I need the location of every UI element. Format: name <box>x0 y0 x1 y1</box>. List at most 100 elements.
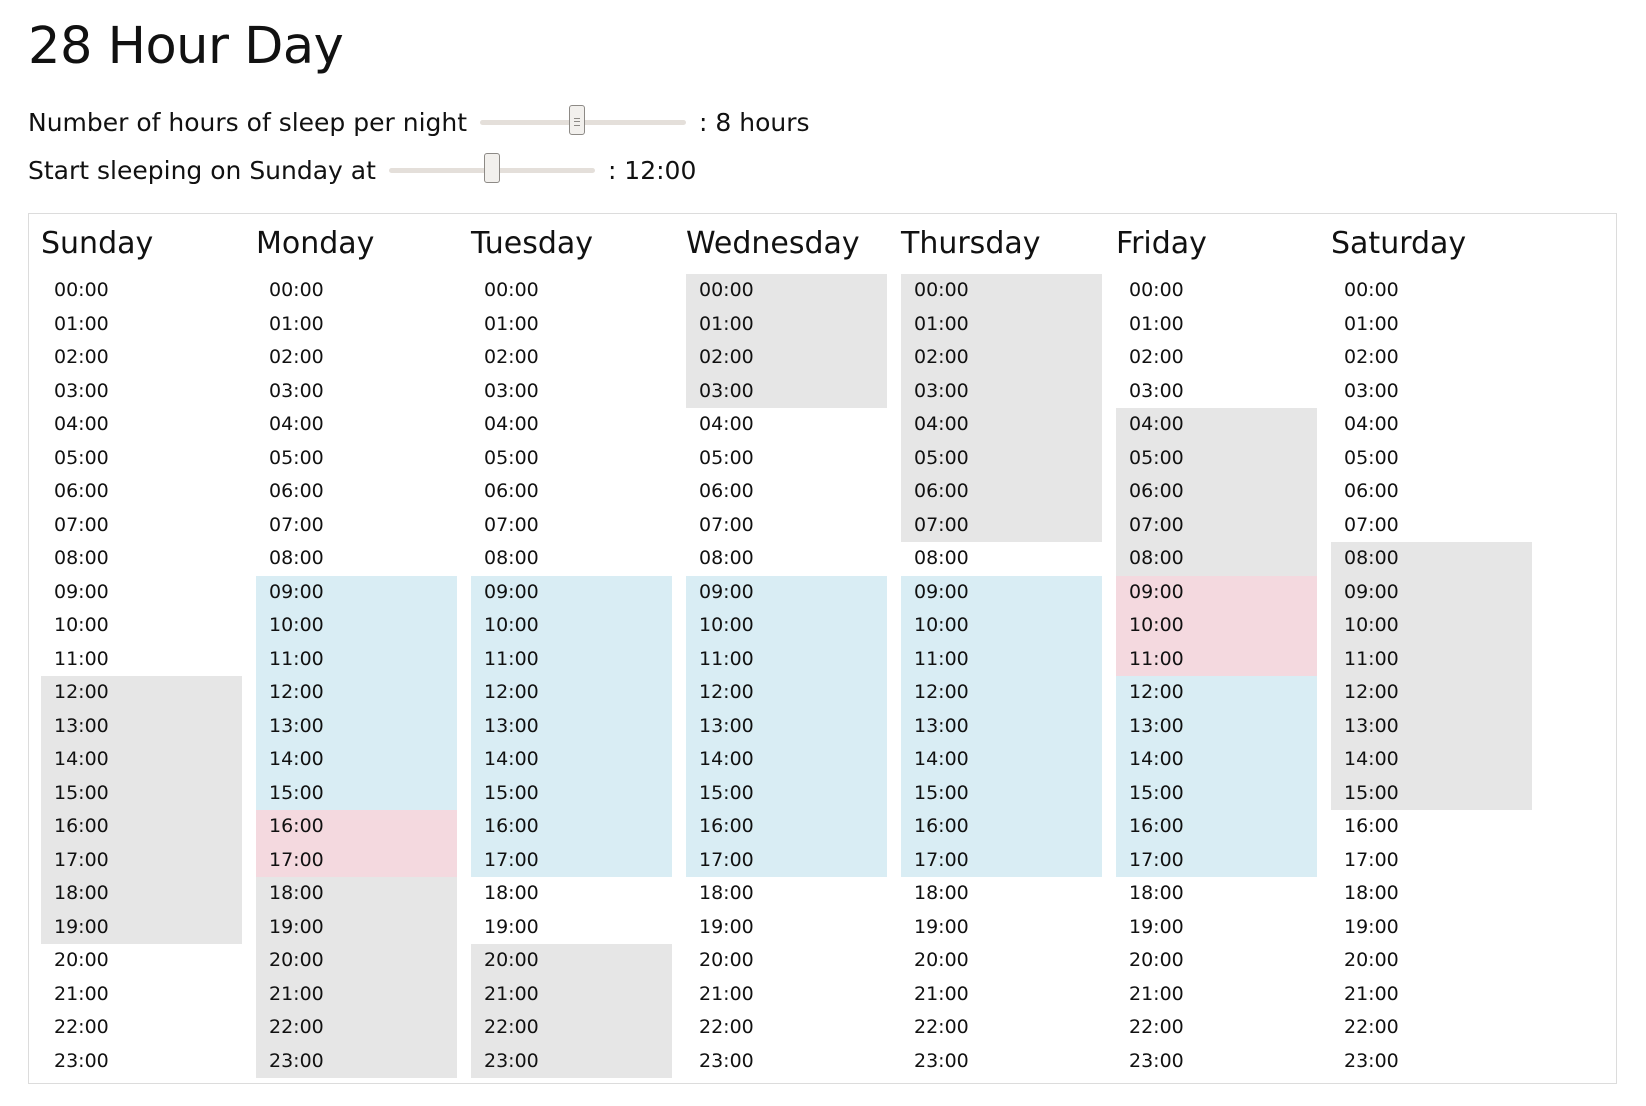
hour-slot: 00:00 <box>484 279 539 301</box>
hour-slot: 14:00 <box>901 743 1102 777</box>
hour-slot: 09:00 <box>1116 575 1317 609</box>
hour-slot: 20:00 <box>471 944 672 978</box>
start-time-slider[interactable] <box>388 152 595 188</box>
hour-slot: 01:00 <box>269 312 324 335</box>
hour-slot: 15:00 <box>1331 776 1532 810</box>
hour-list: 00:00 01:00 02:00 03:00 04:00 05:00 06:00 07:00… <box>256 274 457 1078</box>
hour-slot: 05:00 <box>901 441 1102 475</box>
hour-slot: 22:00 <box>699 1016 754 1038</box>
hour-slot: 09:00 <box>686 575 887 609</box>
hour-slot: 11:00 <box>901 642 1102 676</box>
hour-slot: 03:00 <box>686 374 887 408</box>
hour-slot: 19:00 <box>41 910 242 944</box>
hour-slot: 13:00 <box>901 709 1102 743</box>
hour-slot: 07:00 <box>901 508 1102 542</box>
hour-slot: 17:00 <box>1116 843 1317 877</box>
hour-slot: 10:00 <box>54 614 109 636</box>
hour-slot: 00:00 <box>269 279 324 301</box>
hour-slot: 11:00 <box>686 642 887 676</box>
hour-slot: 02:00 <box>269 346 324 368</box>
hour-slot: 05:00 <box>1116 441 1317 475</box>
hour-slot: 21:00 <box>471 977 672 1011</box>
hour-slot: 23:00 <box>256 1044 457 1078</box>
start-time-control: Start sleeping on Sunday at : 12:00 <box>28 152 696 188</box>
hour-slot: 01:00 <box>54 312 109 335</box>
hour-slot: 04:00 <box>484 413 539 435</box>
hour-slot: 06:00 <box>1116 475 1317 509</box>
hour-slot: 14:00 <box>471 743 672 777</box>
hour-slot: 00:00 <box>1129 279 1184 301</box>
hour-slot: 19:00 <box>256 910 457 944</box>
week-calendar: Sunday 00:00 01:00 02:00 03:00 04:00 05:00 06:0… <box>28 213 1617 1084</box>
hour-slot: 21:00 <box>54 982 109 1005</box>
hour-slot: 19:00 <box>699 915 754 938</box>
hour-slot: 22:00 <box>1344 1016 1399 1038</box>
hour-slot: 01:00 <box>484 312 539 335</box>
hour-slot: 17:00 <box>41 843 242 877</box>
hour-slot: 04:00 <box>1344 413 1399 435</box>
hour-slot: 13:00 <box>686 709 887 743</box>
hour-slot: 02:00 <box>686 341 887 375</box>
hour-slot: 10:00 <box>1116 609 1317 643</box>
hour-slot: 03:00 <box>1129 379 1184 402</box>
hour-slot: 13:00 <box>256 709 457 743</box>
hour-slot: 12:00 <box>471 676 672 710</box>
hour-slot: 20:00 <box>914 949 969 971</box>
hour-slot: 05:00 <box>484 446 539 469</box>
hour-slot: 16:00 <box>1344 815 1399 837</box>
hour-slot: 11:00 <box>471 642 672 676</box>
hour-slot: 11:00 <box>256 642 457 676</box>
hour-slot: 06:00 <box>269 480 324 502</box>
hour-slot: 03:00 <box>1344 379 1399 402</box>
hour-slot: 16:00 <box>471 810 672 844</box>
hour-slot: 16:00 <box>41 810 242 844</box>
hour-list: 00:00 01:00 02:00 03:00 04:00 05:00 06:00 07:00… <box>901 274 1102 1078</box>
hour-slot: 07:00 <box>269 513 324 536</box>
slider-thumb[interactable] <box>483 153 500 183</box>
hour-slot: 16:00 <box>686 810 887 844</box>
hour-slot: 15:00 <box>1116 776 1317 810</box>
hour-slot: 00:00 <box>1344 279 1399 301</box>
hour-slot: 07:00 <box>1116 508 1317 542</box>
hour-slot: 01:00 <box>1344 312 1399 335</box>
hour-slot: 06:00 <box>901 475 1102 509</box>
hour-slot: 04:00 <box>54 413 109 435</box>
hour-slot: 22:00 <box>256 1011 457 1045</box>
sleep-hours-control: Number of hours of sleep per night : 8 h… <box>28 104 810 140</box>
hour-slot: 05:00 <box>269 446 324 469</box>
hour-slot: 01:00 <box>901 307 1102 341</box>
hour-slot: 18:00 <box>699 882 754 904</box>
hour-slot: 11:00 <box>54 647 109 670</box>
hour-slot: 20:00 <box>1129 949 1184 971</box>
hour-slot: 01:00 <box>686 307 887 341</box>
hour-slot: 21:00 <box>1344 982 1399 1005</box>
hour-slot: 13:00 <box>1116 709 1317 743</box>
day-name: Sunday <box>41 226 154 261</box>
hour-slot: 14:00 <box>1331 743 1532 777</box>
hour-slot: 20:00 <box>256 944 457 978</box>
hour-slot: 19:00 <box>914 915 969 938</box>
hour-slot: 17:00 <box>686 843 887 877</box>
hour-slot: 02:00 <box>1344 346 1399 368</box>
hour-slot: 17:00 <box>471 843 672 877</box>
hour-slot: 13:00 <box>1331 709 1532 743</box>
sleep-hours-slider[interactable] <box>480 104 687 140</box>
hour-slot: 13:00 <box>41 709 242 743</box>
slider-thumb[interactable] <box>568 105 585 135</box>
hour-slot: 02:00 <box>1129 346 1184 368</box>
hour-slot: 15:00 <box>471 776 672 810</box>
day-name: Wednesday <box>686 226 860 261</box>
hour-slot: 15:00 <box>256 776 457 810</box>
hour-slot: 23:00 <box>471 1044 672 1078</box>
hour-slot: 11:00 <box>1331 642 1532 676</box>
hour-list: 00:00 01:00 02:00 03:00 04:00 05:00 06:00 07:00… <box>1331 274 1532 1078</box>
hour-slot: 17:00 <box>901 843 1102 877</box>
day-name: Thursday <box>901 226 1041 261</box>
grip-icon <box>573 118 580 126</box>
hour-slot: 02:00 <box>901 341 1102 375</box>
hour-slot: 19:00 <box>1344 915 1399 938</box>
hour-slot: 08:00 <box>484 547 539 569</box>
day-name: Saturday <box>1331 226 1467 261</box>
hour-slot: 07:00 <box>1344 513 1399 536</box>
hour-slot: 10:00 <box>256 609 457 643</box>
